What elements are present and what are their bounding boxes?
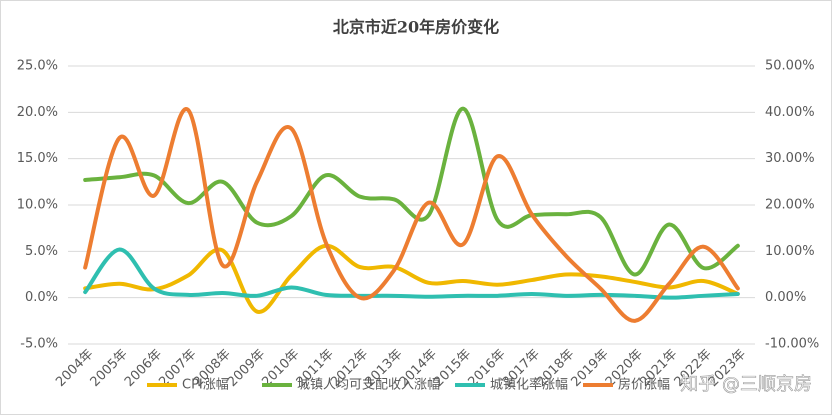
series-line xyxy=(83,243,740,314)
watermark: 知乎 @三顺京房 xyxy=(680,374,812,395)
y-tick-label: 0.0% xyxy=(25,290,58,305)
chart-title: 北京市近20年房价变化 xyxy=(333,18,499,37)
y2-tick-label: -10.00% xyxy=(765,337,819,352)
y-tick-label: 15.0% xyxy=(17,151,58,166)
y2-tick-label: 50.00% xyxy=(765,59,815,74)
series-line xyxy=(83,106,740,277)
legend-label: 城镇人均可支配收入涨幅 xyxy=(297,378,440,393)
y-tick-label: 10.0% xyxy=(17,198,58,213)
series-line xyxy=(83,107,740,323)
legend-label: 房价涨幅 xyxy=(618,377,670,393)
y-tick-label: -5.0% xyxy=(20,337,58,352)
y-tick-label: 5.0% xyxy=(25,244,58,259)
y2-tick-label: 30.00% xyxy=(765,151,815,166)
y2-tick-label: 10.00% xyxy=(765,244,815,259)
y2-tick-label: 40.00% xyxy=(765,105,815,120)
legend-label: CPI涨幅 xyxy=(182,378,229,393)
legend-label: 城镇化率涨幅 xyxy=(490,377,568,393)
y-tick-label: 25.0% xyxy=(17,59,58,74)
series-line xyxy=(83,247,740,300)
y2-tick-label: 0.00% xyxy=(765,290,806,305)
y-tick-label: 20.0% xyxy=(17,105,58,120)
y2-tick-label: 20.00% xyxy=(765,198,815,213)
